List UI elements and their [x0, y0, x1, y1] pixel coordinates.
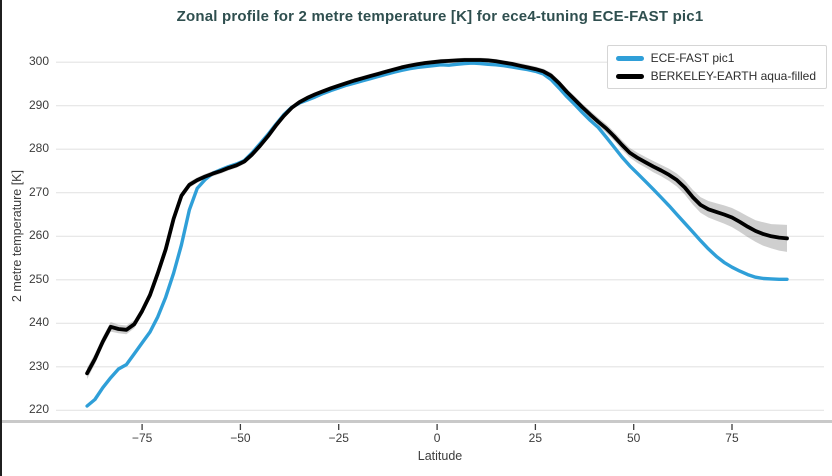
chart-title: Zonal profile for 2 metre temperature [K… [176, 8, 704, 25]
legend-item-ece-fast: ECE-FAST pic1 [615, 51, 816, 65]
legend-label: BERKELEY-EARTH aqua-filled [650, 69, 816, 83]
legend-swatch-black [615, 73, 644, 79]
y-tick-label: 220 [28, 402, 49, 417]
legend: ECE-FAST pic1 BERKELEY-EARTH aqua-filled [606, 45, 827, 89]
x-tick-label: −75 [131, 431, 153, 445]
y-tick-label: 270 [28, 184, 49, 199]
x-tick-label: 0 [433, 431, 441, 445]
y-tick-label: 240 [28, 315, 49, 330]
y-tick-label: 250 [28, 271, 49, 286]
series-line-1 [85, 58, 789, 376]
x-tick-label: 75 [725, 431, 739, 445]
y-tick-label: 260 [28, 228, 49, 243]
legend-swatch-blue [615, 55, 644, 61]
uncertainty-band [87, 57, 788, 380]
legend-label: ECE-FAST pic1 [650, 51, 735, 65]
y-tick-label: 280 [28, 141, 49, 156]
x-tick-label: 25 [528, 431, 543, 445]
x-axis-spine [2, 420, 832, 423]
x-tick-label: −25 [328, 431, 349, 445]
y-tick-label: 230 [28, 358, 49, 373]
x-tick-label: −50 [230, 431, 251, 445]
series-line-0 [85, 61, 789, 408]
x-tick-label: 50 [626, 431, 641, 445]
y-tick-label: 300 [28, 54, 49, 69]
y-axis-label: 2 metre temperature [K] [10, 169, 24, 303]
legend-item-berkeley-earth: BERKELEY-EARTH aqua-filled [615, 69, 816, 83]
x-axis-label: Latitude [417, 449, 463, 463]
y-tick-label: 290 [28, 97, 49, 112]
